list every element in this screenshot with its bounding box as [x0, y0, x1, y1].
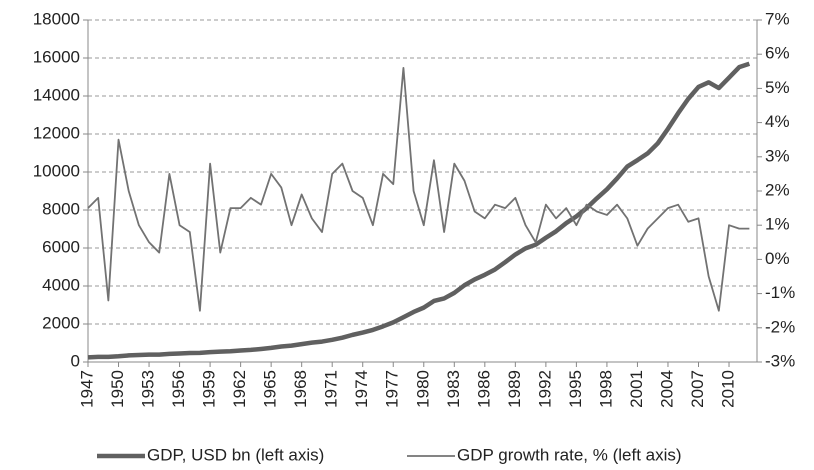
y2-tick-label: -2%: [765, 317, 795, 336]
x-tick-label: 2004: [657, 370, 676, 408]
y2-tick-label: 5%: [765, 78, 790, 97]
y2-tick-label: 4%: [765, 112, 790, 131]
x-tick-label: 1995: [566, 370, 585, 408]
y-tick-label: 12000: [33, 123, 80, 142]
legend-label: GDP, USD bn (left axis): [147, 445, 324, 464]
y-tick-label: 6000: [42, 237, 80, 256]
y-tick-label: 10000: [33, 161, 80, 180]
y-tick-label: 8000: [42, 199, 80, 218]
x-tick-label: 2010: [719, 370, 738, 408]
data-line: [87, 61, 751, 360]
y2-tick-label: -1%: [765, 283, 795, 302]
y-tick-label: 16000: [33, 47, 80, 66]
y-tick-label: 0: [71, 351, 80, 370]
x-tick-label: 2001: [627, 370, 646, 408]
y2-tick-label: 2%: [765, 180, 790, 199]
x-tick-label: 1989: [505, 370, 524, 408]
x-tick-label: 1947: [77, 370, 96, 408]
x-tick-label: 1968: [291, 370, 310, 408]
y-tick-label: 2000: [42, 313, 80, 332]
legend-label: GDP growth rate, % (left axis): [457, 445, 682, 464]
y2-tick-label: -3%: [765, 351, 795, 370]
x-tick-label: 1977: [383, 370, 402, 408]
y2-tick-label: 1%: [765, 215, 790, 234]
y2-tick-label: 3%: [765, 146, 790, 165]
x-tick-label: 1980: [413, 370, 432, 408]
x-tick-label: 2007: [688, 370, 707, 408]
x-tick-label: 1998: [596, 370, 615, 408]
x-tick-label: 1974: [352, 370, 371, 408]
y-tick-label: 14000: [33, 85, 80, 104]
x-tick-label: 1971: [322, 370, 341, 408]
x-tick-label: 1953: [139, 370, 158, 408]
x-tick-label: 1956: [169, 370, 188, 408]
y-tick-label: 4000: [42, 275, 80, 294]
y2-tick-label: 0%: [765, 249, 790, 268]
y-tick-label: 18000: [33, 9, 80, 28]
y2-tick-label: 6%: [765, 44, 790, 63]
data-line: [87, 66, 750, 312]
x-tick-label: 1962: [230, 370, 249, 408]
x-tick-label: 1983: [444, 370, 463, 408]
x-tick-label: 1992: [535, 370, 554, 408]
x-tick-label: 1959: [200, 370, 219, 408]
x-tick-label: 1986: [474, 370, 493, 408]
x-tick-label: 1965: [261, 370, 280, 408]
y2-tick-label: 7%: [765, 9, 790, 28]
x-tick-label: 1950: [108, 370, 127, 408]
